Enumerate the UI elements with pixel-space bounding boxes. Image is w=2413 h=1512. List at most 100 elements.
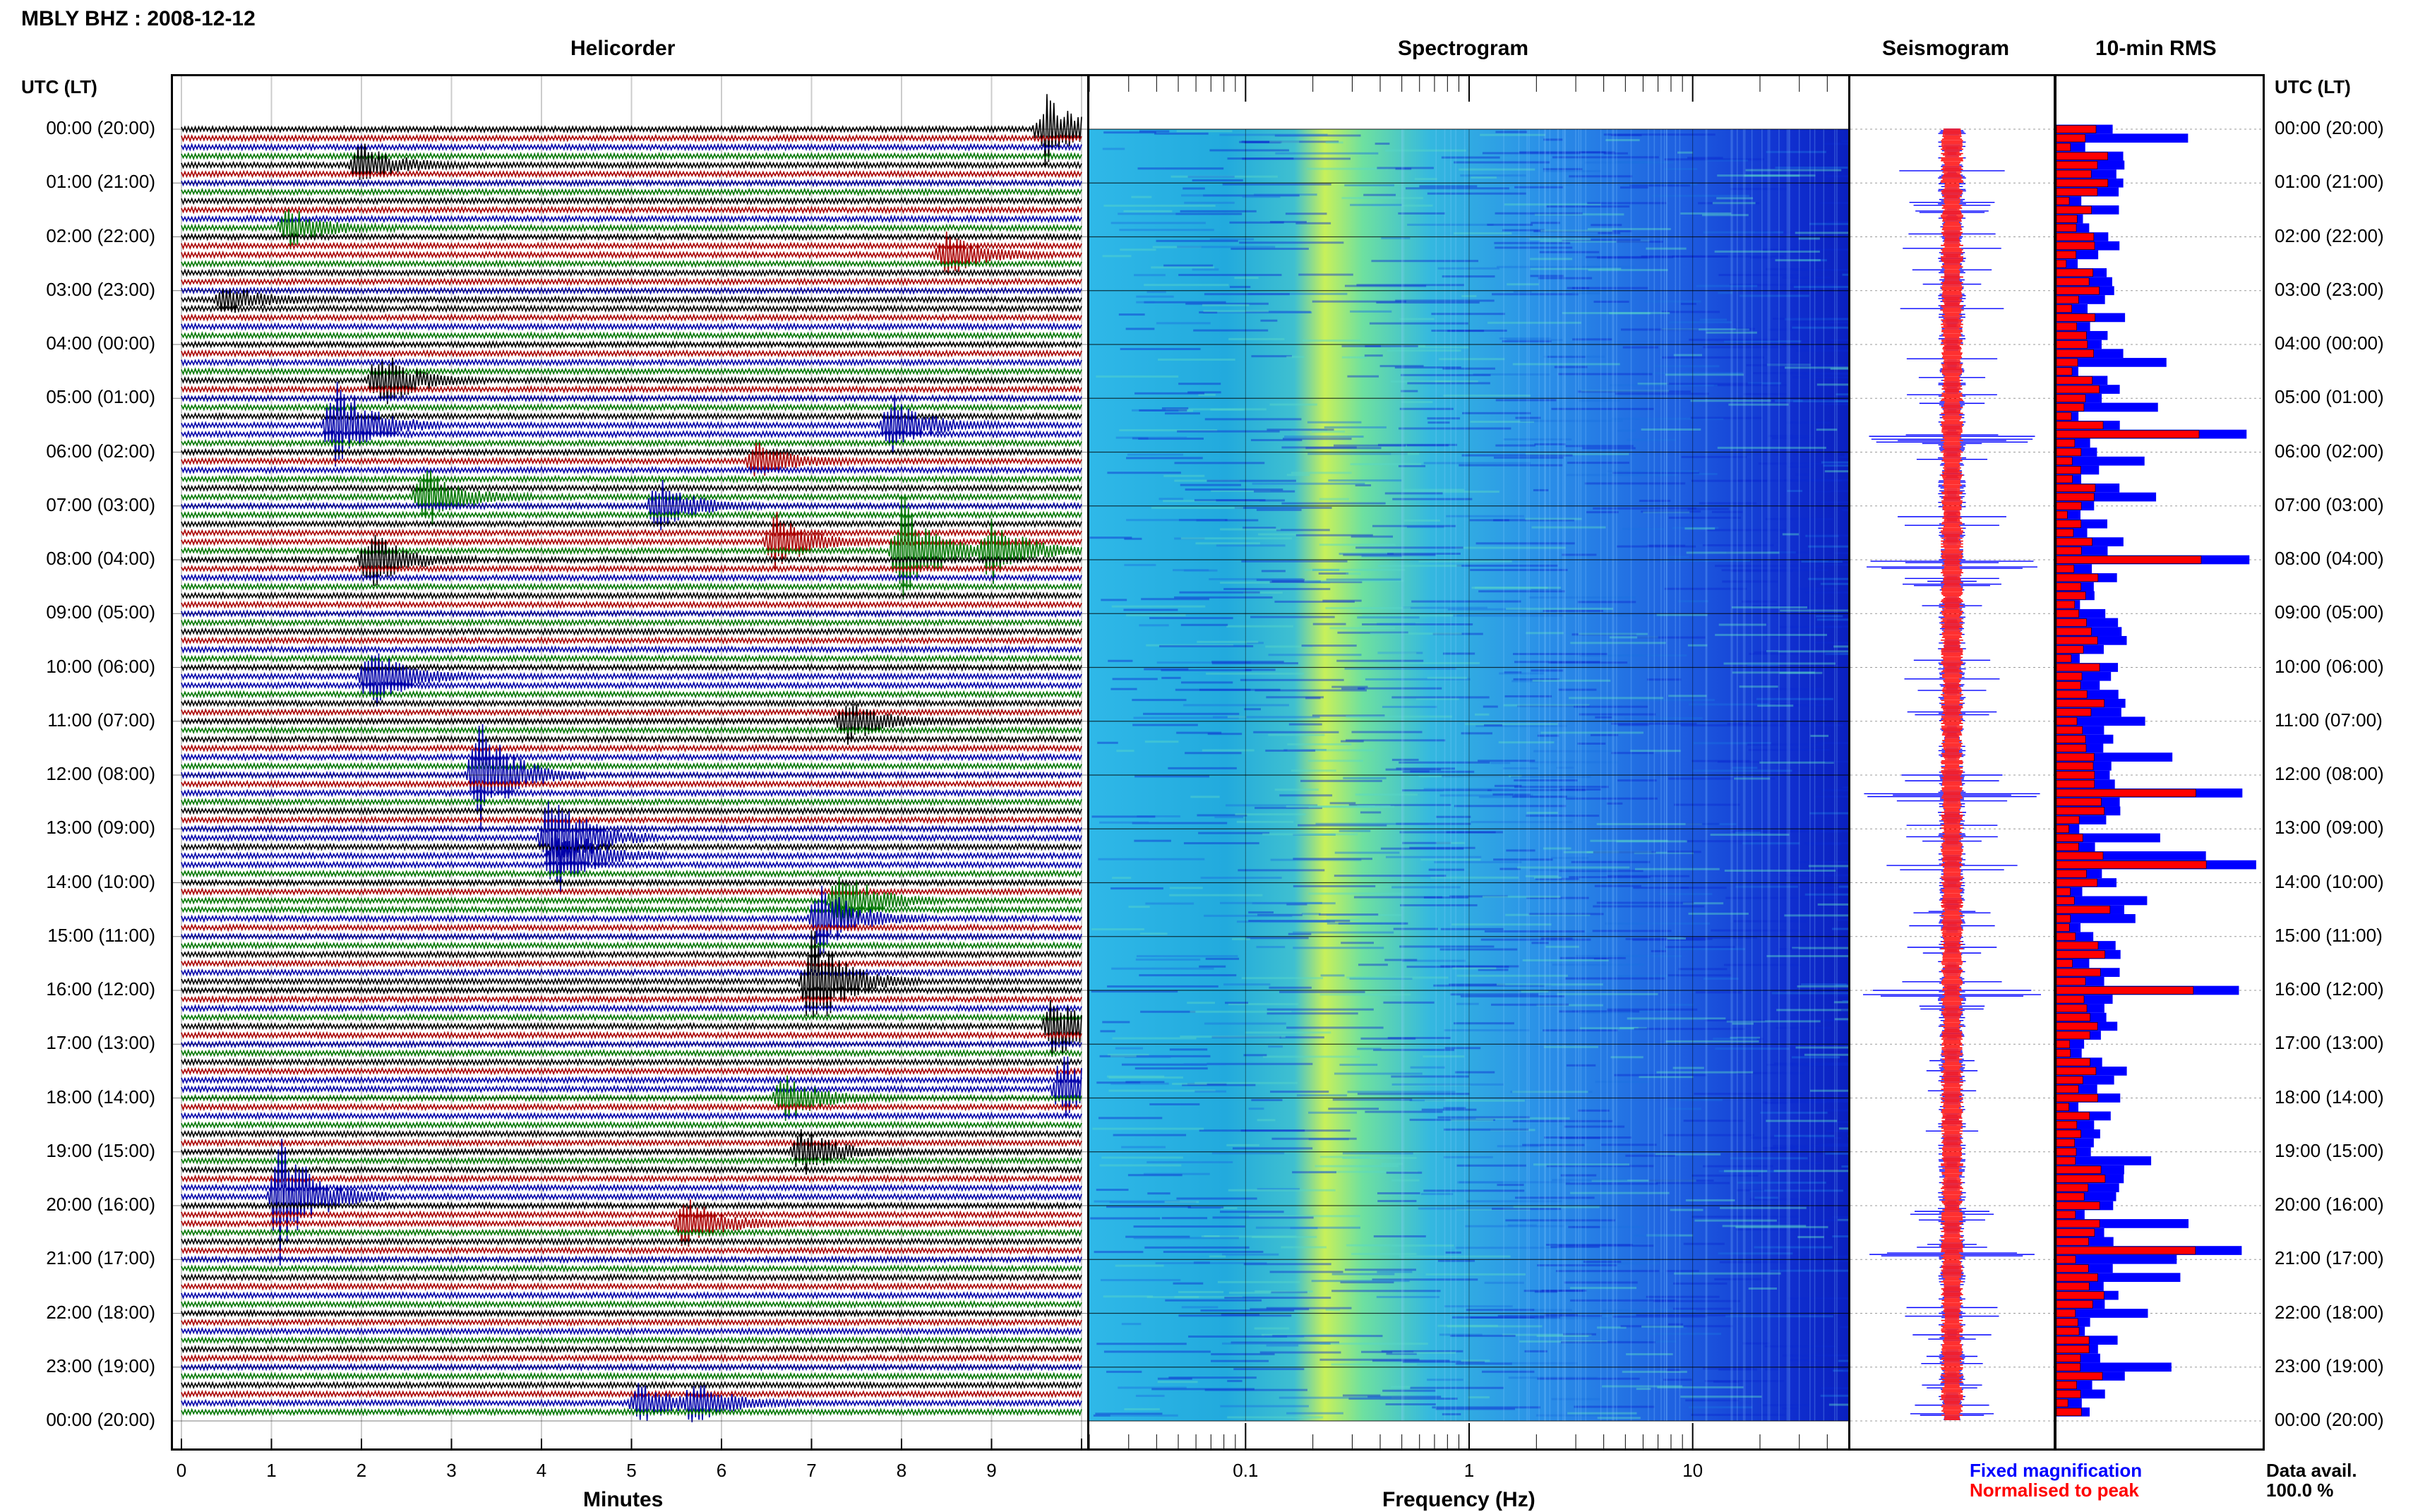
time-label-right: 16:00 (12:00)	[2275, 978, 2384, 1000]
spectrogram-streak	[1441, 928, 1504, 930]
spectrogram-streak	[1145, 903, 1194, 905]
spectrogram-streak	[1307, 421, 1362, 424]
spectrogram-streak	[1128, 1174, 1182, 1176]
rms-bar-normalised	[2056, 1265, 2088, 1273]
spectrogram-streak	[1759, 762, 1833, 764]
spectrogram-streak	[1424, 462, 1531, 464]
spectrogram-streak	[1724, 1170, 1767, 1172]
spectrogram-streak	[1257, 509, 1302, 511]
spectrogram-streak	[1621, 328, 1699, 330]
rms-bar-normalised	[2056, 816, 2079, 824]
spectrogram-streak	[1225, 1002, 1248, 1004]
spectrogram-streak	[1293, 947, 1384, 949]
spectrogram-streak	[1360, 811, 1381, 813]
spectrogram-streak	[1718, 1252, 1793, 1254]
spectrogram-streak	[1421, 1193, 1453, 1195]
spectrogram-streak	[1382, 1390, 1435, 1392]
spectrogram-streak	[1475, 714, 1489, 716]
spectrogram-streak	[1436, 816, 1471, 818]
spectrogram-streak	[1537, 1264, 1617, 1266]
spectrogram-streak	[1257, 1119, 1276, 1121]
spectrogram-streak	[1185, 752, 1242, 754]
spectrogram-streak	[1222, 1343, 1331, 1345]
spectrogram-streak	[1345, 1268, 1416, 1271]
spectrogram-streak	[1090, 1217, 1160, 1219]
spectrogram-streak	[1321, 974, 1345, 976]
time-label-right: 09:00 (05:00)	[2275, 601, 2384, 623]
spectrogram-streak	[1460, 174, 1526, 176]
spectrogram-streak	[1579, 714, 1655, 716]
spectrogram-streak	[1432, 1406, 1540, 1408]
spectrogram-streak	[1429, 869, 1465, 871]
spectrogram-streak	[1242, 977, 1323, 979]
spectrogram-streak	[1233, 1147, 1312, 1149]
spectrogram-streak	[1399, 762, 1490, 764]
spectrogram-streak	[1607, 803, 1622, 805]
spectrogram-streak	[1411, 601, 1521, 603]
spectrogram-streak	[1586, 256, 1673, 258]
spectrogram-streak	[1459, 464, 1562, 467]
spectrogram-streak	[1571, 861, 1651, 863]
spectrogram-streak	[1557, 1244, 1654, 1247]
spectrogram-streak	[1138, 167, 1224, 169]
spectrogram-streak	[1442, 775, 1509, 777]
spectrogram-streak	[1193, 330, 1268, 332]
spectrogram-streak	[1742, 601, 1777, 603]
time-label-left: 22:00 (18:00)	[14, 1302, 155, 1324]
spectrogram-streak	[1098, 858, 1205, 860]
rms-bar-normalised	[2056, 1319, 2078, 1326]
rms-bar-normalised	[2056, 359, 2078, 366]
rms-bar-normalised	[2056, 431, 2199, 438]
spectrogram-streak	[1443, 395, 1531, 397]
spectrogram-streak	[1392, 498, 1472, 500]
spectrogram-streak	[1735, 832, 1761, 834]
rms-bar-normalised	[2056, 197, 2069, 205]
time-label-right: 10:00 (06:00)	[2275, 656, 2384, 678]
spectrogram-streak	[1351, 463, 1422, 465]
spectrogram-streak	[1662, 356, 1764, 359]
spectrogram-streak	[1391, 453, 1419, 455]
spectrogram-streak	[1279, 1036, 1324, 1038]
spectrogram-streak	[1543, 610, 1603, 612]
rms-bar-normalised	[2056, 825, 2069, 833]
rms-bar-normalised	[2056, 951, 2105, 959]
legend-fixed-magnification: Fixed magnification	[1970, 1460, 2142, 1482]
spectrogram-streak	[1385, 492, 1443, 494]
spectrogram-streak	[1452, 967, 1496, 969]
spectrogram-streak	[1357, 616, 1419, 618]
spectrogram-streak	[1567, 1412, 1636, 1415]
spectrogram-streak	[1165, 1201, 1199, 1203]
rms-bar-normalised	[2056, 1300, 2092, 1308]
spectrogram-streak	[1754, 1246, 1832, 1248]
spectrogram-streak	[1115, 1265, 1164, 1267]
spectrogram-streak	[1674, 1273, 1780, 1275]
spectrogram-streak	[1514, 793, 1530, 796]
spectrogram-streak	[1341, 197, 1423, 199]
spectrogram-streak	[1507, 283, 1539, 285]
spectrogram-streak	[1188, 176, 1235, 178]
rms-bar-normalised	[2056, 502, 2081, 510]
spectrogram-streak	[1544, 1046, 1598, 1048]
spectrogram-streak	[1786, 830, 1849, 832]
minute-tick-label: 5	[626, 1460, 636, 1482]
time-label-left: 11:00 (07:00)	[14, 709, 155, 731]
spectrogram-streak	[1461, 1360, 1490, 1362]
spectrogram-streak	[1617, 779, 1656, 781]
rms-bar-normalised	[2056, 1076, 2083, 1084]
spectrogram-streak	[1703, 544, 1774, 546]
rms-bar-normalised	[2056, 1148, 2076, 1156]
spectrogram-streak	[1816, 428, 1838, 431]
rms-bar-normalised	[2056, 978, 2085, 985]
spectrogram-streak	[1588, 269, 1667, 271]
spectrogram-streak	[1226, 625, 1293, 628]
spectrogram-streak	[1506, 608, 1613, 610]
spectrogram-streak	[1812, 625, 1849, 628]
spectrogram-streak	[1227, 1416, 1323, 1418]
spectrogram-streak	[1665, 1108, 1701, 1110]
spectrogram-streak	[1462, 455, 1573, 457]
spectrogram-streak	[1497, 1184, 1523, 1186]
spectrogram-streak	[1113, 678, 1158, 680]
spectrogram-streak	[1279, 794, 1332, 796]
rms-bar-normalised	[2056, 1157, 2076, 1165]
spectrogram-streak	[1124, 608, 1178, 611]
